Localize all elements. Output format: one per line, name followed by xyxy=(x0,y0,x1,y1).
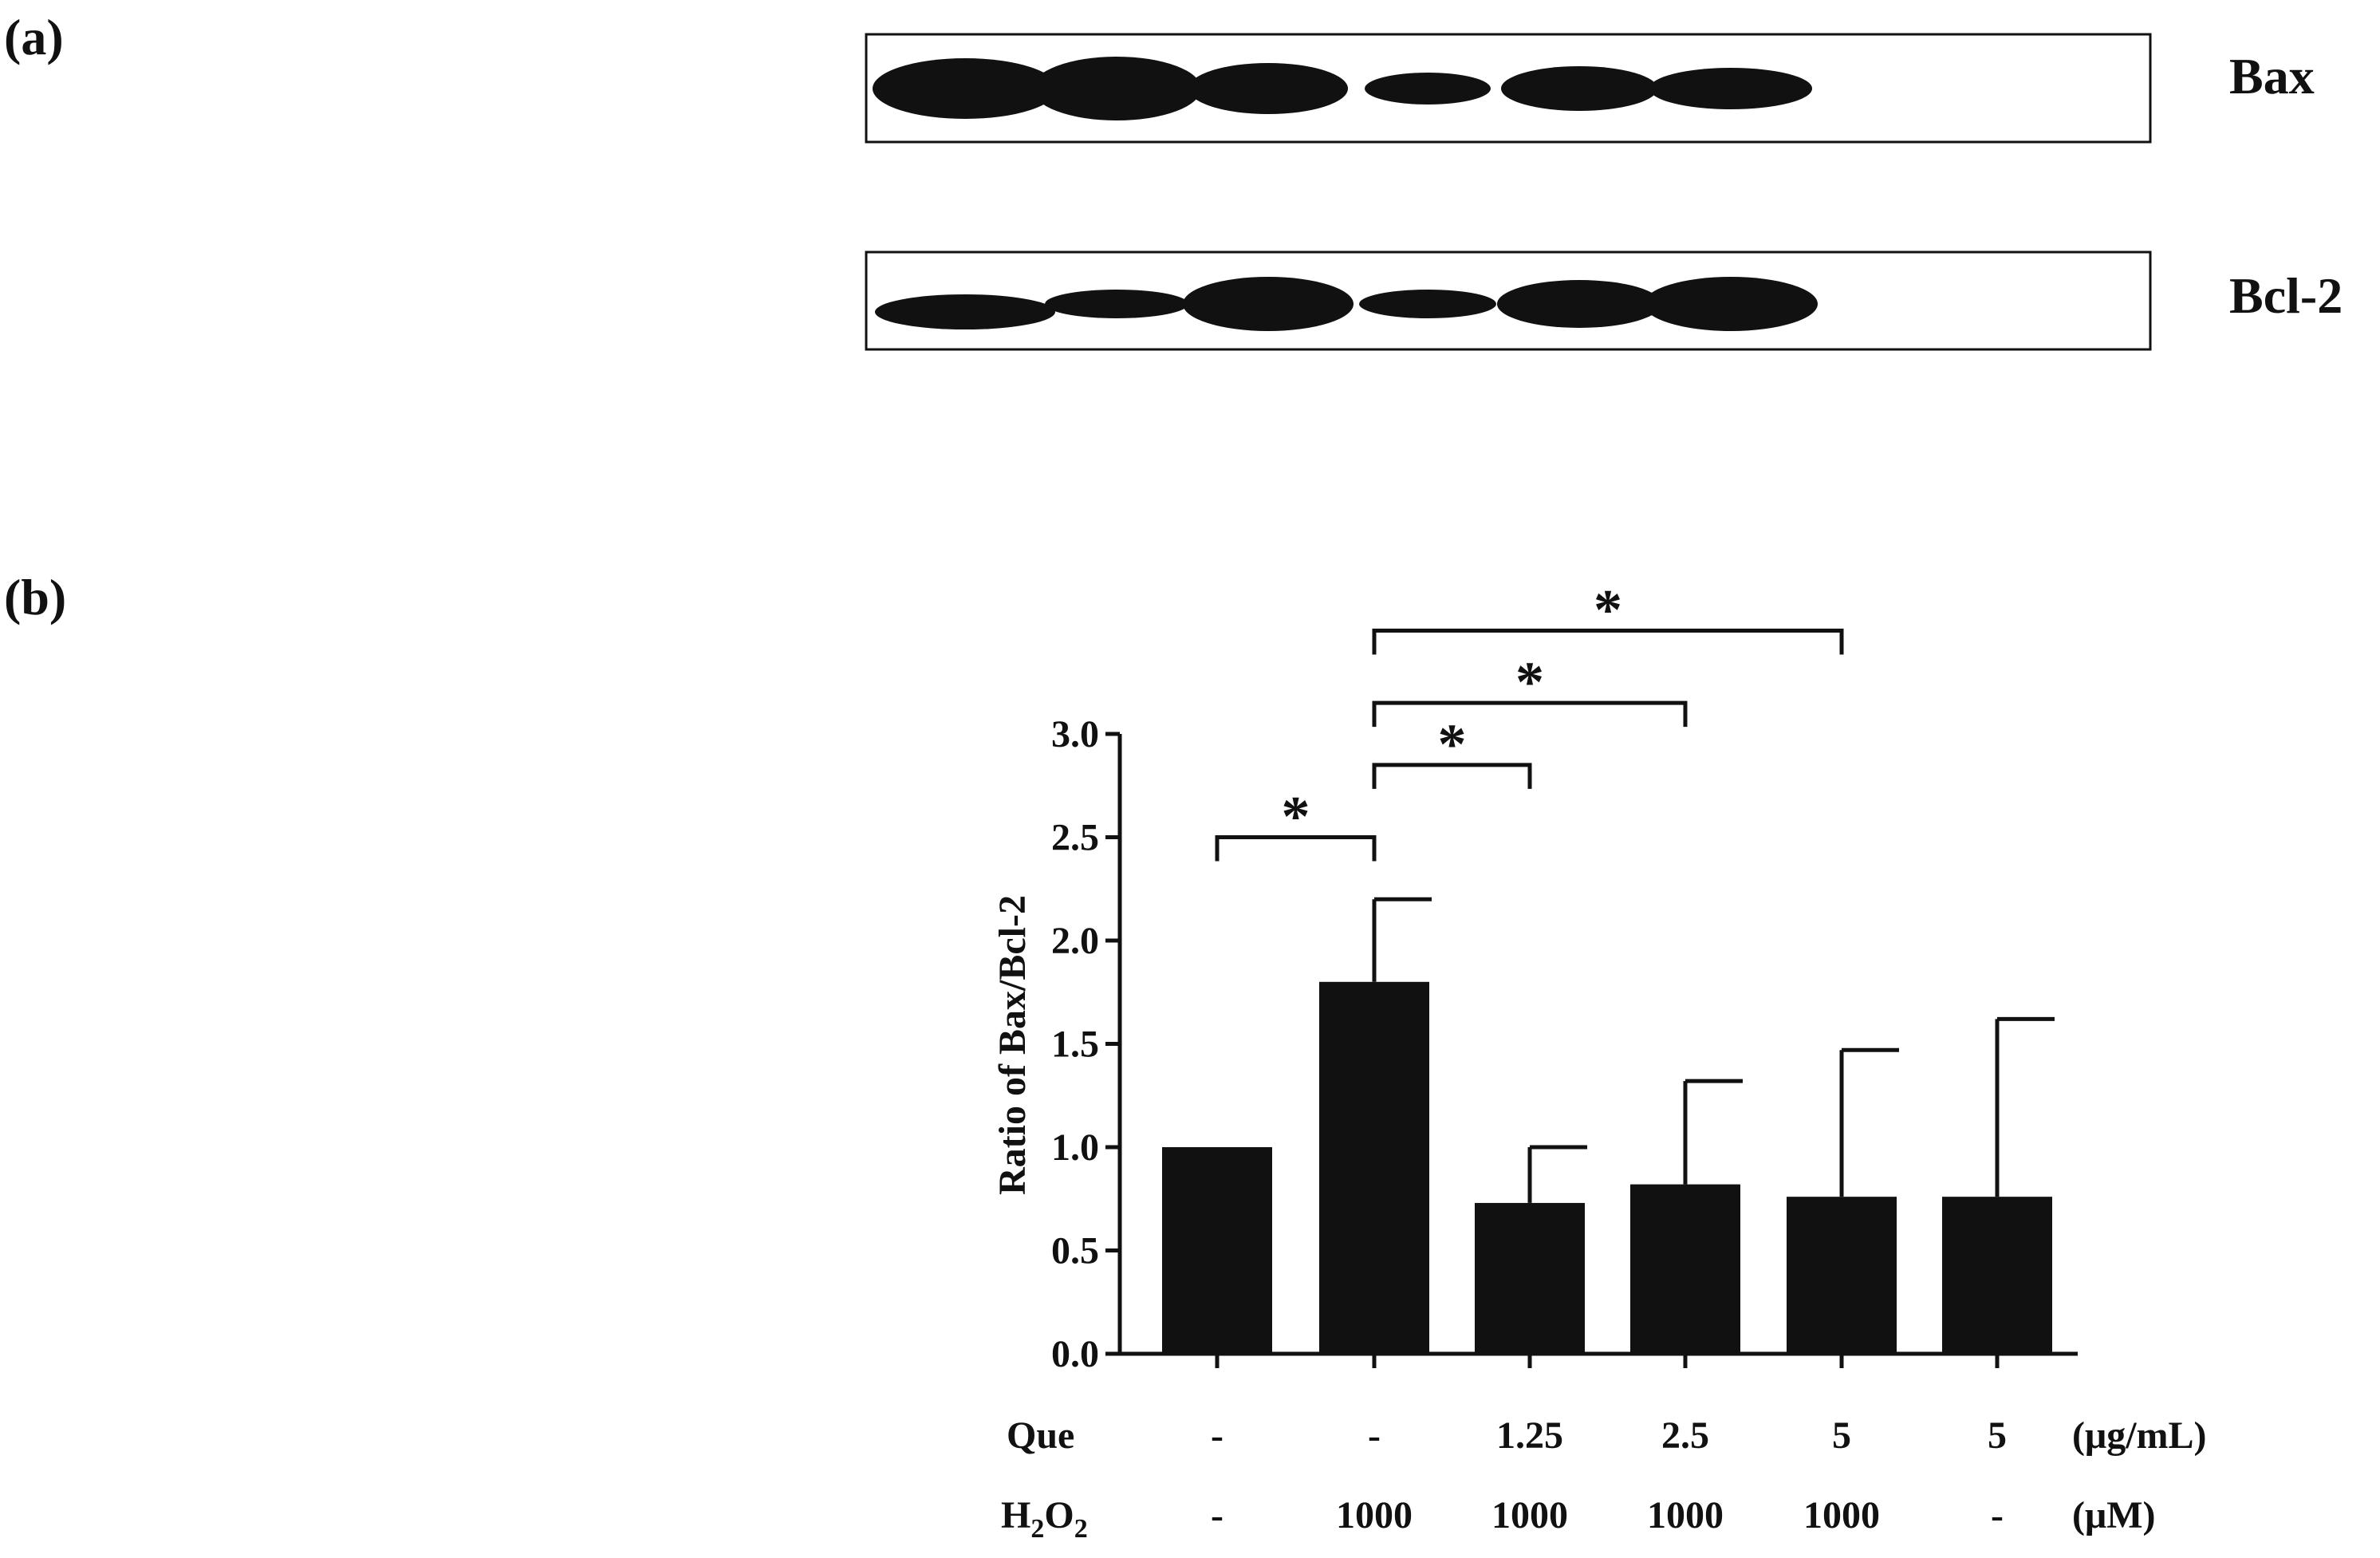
row-value: 2.5 xyxy=(1661,1414,1709,1457)
row-value: - xyxy=(1368,1414,1381,1457)
bax-bands xyxy=(873,57,1812,120)
row-value: 5 xyxy=(1832,1414,1851,1457)
row-label-que: Que xyxy=(1007,1414,1074,1457)
blot-band xyxy=(1045,290,1188,318)
significance-marker: * xyxy=(1438,712,1467,776)
y-tick-label: 0.5 xyxy=(1051,1230,1099,1272)
bar xyxy=(1630,1184,1740,1354)
row-value: - xyxy=(1211,1494,1223,1536)
bar-chart: 0.0 0.5 1.0 1.5 2.0 2.5 3.0 * * * * Ratio of Bax/… xyxy=(991,578,2207,1544)
row-values-que: - - 1.25 2.5 5 5 xyxy=(1211,1414,2007,1457)
bcl2-bands xyxy=(875,277,1818,331)
blot-band xyxy=(1497,280,1661,328)
bar xyxy=(1942,1197,2052,1354)
y-axis-label: Ratio of Bax/Bcl-2 xyxy=(991,895,1034,1195)
blot-band xyxy=(1501,66,1657,111)
blot-band xyxy=(875,294,1055,329)
blot-label-bax: Bax xyxy=(2229,48,2315,105)
significance-marker: * xyxy=(1594,578,1622,642)
significance-bracket xyxy=(1372,700,1688,728)
blot-band xyxy=(1644,277,1818,331)
significance-bracket xyxy=(1372,763,1532,789)
blot-band xyxy=(873,58,1058,119)
bar xyxy=(1162,1147,1272,1354)
y-tick-label: 2.5 xyxy=(1051,817,1099,859)
significance-marker: * xyxy=(1282,785,1310,849)
blot-band xyxy=(1365,73,1491,105)
row-value: - xyxy=(1991,1494,2004,1536)
y-tick-label: 3.0 xyxy=(1051,713,1099,755)
row-unit-que: (μg/mL) xyxy=(2072,1414,2207,1457)
significance-marker: * xyxy=(1515,650,1544,714)
bars xyxy=(1162,981,2052,1354)
row-value: 5 xyxy=(1988,1414,2007,1457)
y-tick-label: 0.0 xyxy=(1051,1333,1099,1375)
error-bars xyxy=(1372,897,2055,1203)
row-value: 1.25 xyxy=(1496,1414,1563,1457)
western-blot: Bax Bcl-2 xyxy=(865,33,2343,351)
bar xyxy=(1319,981,1429,1354)
y-tick-label: 1.0 xyxy=(1051,1126,1099,1169)
blot-band xyxy=(1359,290,1496,318)
row-value: 1000 xyxy=(1647,1494,1724,1536)
row-label-h2o2: H2O2 xyxy=(1001,1494,1088,1544)
x-ticks xyxy=(1215,1354,2000,1368)
significance-brackets: * * * * xyxy=(1215,578,1844,862)
blot-label-bcl2: Bcl-2 xyxy=(2229,267,2343,324)
blot-band xyxy=(1649,68,1812,109)
significance-bracket xyxy=(1372,629,1844,655)
y-tick-label: 1.5 xyxy=(1051,1024,1099,1066)
y-ticks: 0.0 0.5 1.0 1.5 2.0 2.5 3.0 xyxy=(1051,713,1120,1375)
panel-label-b: (b) xyxy=(4,569,66,625)
blot-band xyxy=(1183,277,1354,331)
row-unit-h2o2: (μM) xyxy=(2072,1494,2155,1536)
bar xyxy=(1787,1197,1897,1354)
y-axis: 0.0 0.5 1.0 1.5 2.0 2.5 3.0 xyxy=(1051,713,1122,1375)
blot-band xyxy=(1032,57,1201,120)
significance-bracket xyxy=(1215,835,1377,862)
row-values-h2o2: - 1000 1000 1000 1000 - xyxy=(1211,1494,2004,1536)
row-value: 1000 xyxy=(1336,1494,1413,1536)
row-value: 1000 xyxy=(1803,1494,1880,1536)
panel-label-a: (a) xyxy=(4,9,64,65)
y-tick-label: 2.0 xyxy=(1051,920,1099,962)
bar xyxy=(1475,1202,1585,1354)
row-value: 1000 xyxy=(1491,1494,1568,1536)
row-value: - xyxy=(1211,1414,1223,1457)
blot-band xyxy=(1188,63,1348,114)
